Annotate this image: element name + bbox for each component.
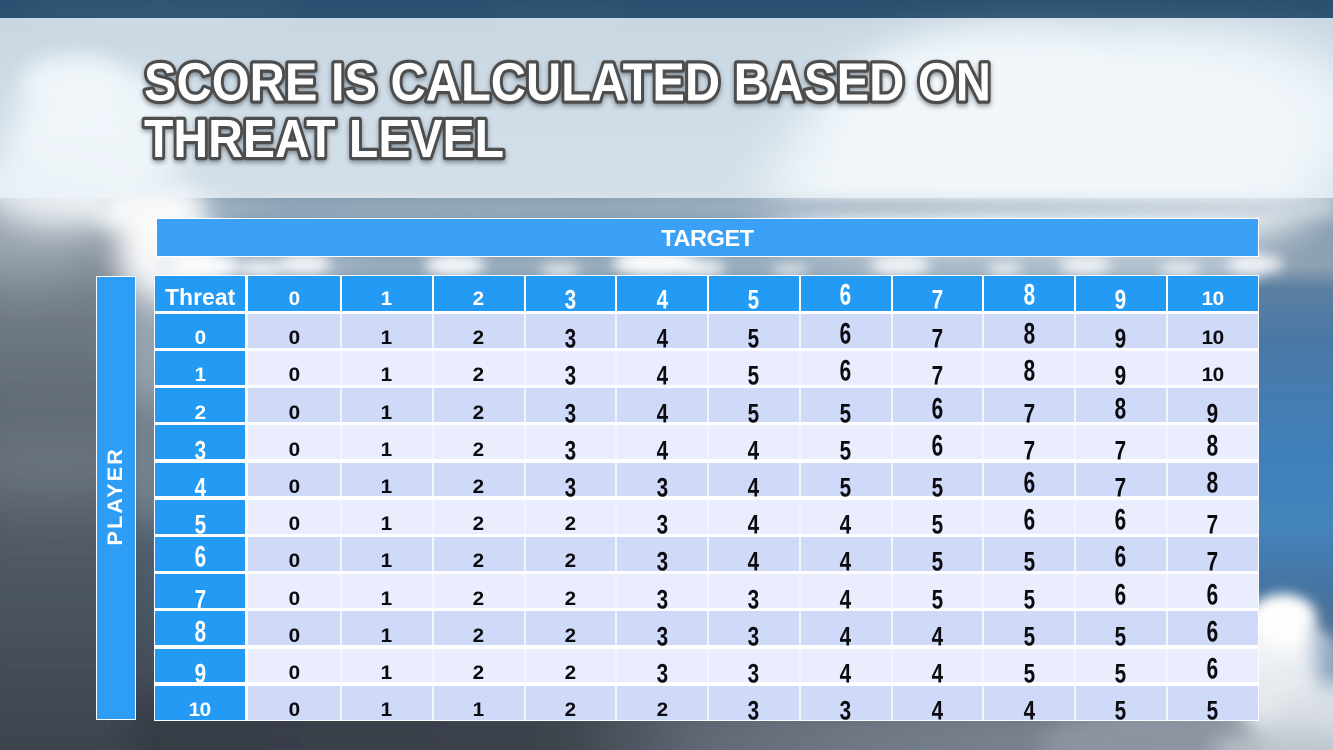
svg-text:THREAT LEVEL: THREAT LEVEL [144, 109, 504, 169]
svg-text:SCORE IS CALCULATED BASED ON: SCORE IS CALCULATED BASED ON [144, 52, 991, 112]
